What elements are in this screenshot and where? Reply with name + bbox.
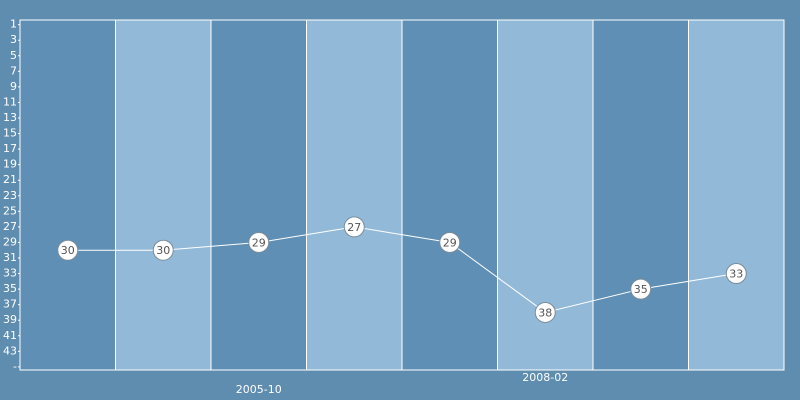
point — [248, 231, 270, 253]
y-tick-label: 7 — [10, 64, 17, 77]
y-tick-label: 3 — [10, 33, 17, 46]
point-label: 29 — [252, 236, 266, 249]
y-tick-label: 29 — [3, 235, 17, 248]
y-tick-label: 19 — [3, 158, 17, 171]
y-tick-label: 17 — [3, 142, 17, 155]
y-tick-label: 37 — [3, 298, 17, 311]
y-tick-label: 15 — [3, 127, 17, 140]
point-label: 35 — [634, 283, 648, 296]
point-label: 27 — [347, 221, 361, 234]
column-band — [592, 19, 689, 371]
column-band — [688, 19, 785, 371]
point — [152, 239, 174, 261]
y-tick-label: 1 — [10, 18, 17, 31]
y-tick-label: 27 — [3, 220, 17, 233]
y-tick-label: 13 — [3, 111, 17, 124]
point — [439, 231, 461, 253]
point-label: 30 — [156, 244, 170, 257]
column-band — [115, 19, 212, 371]
y-tick-label: 31 — [3, 251, 17, 264]
y-tick-label: 33 — [3, 267, 17, 280]
point — [534, 301, 556, 323]
column-band — [401, 19, 498, 371]
point-label: 29 — [443, 236, 457, 249]
y-tick-label: 9 — [10, 80, 17, 93]
column-band — [306, 19, 403, 371]
x-tick-label: 2008-02 — [522, 371, 568, 384]
y-tick-label: - — [13, 360, 17, 373]
point — [725, 263, 747, 285]
y-tick-label: 21 — [3, 173, 17, 186]
point — [57, 239, 79, 261]
point-label: 38 — [538, 306, 552, 319]
y-tick-label: 43 — [3, 344, 17, 357]
y-tick-label: 35 — [3, 282, 17, 295]
y-tick-label: 23 — [3, 189, 17, 202]
y-tick-label: 11 — [3, 95, 17, 108]
point-label: 30 — [61, 244, 75, 257]
point — [343, 216, 365, 238]
point — [630, 278, 652, 300]
line — [67, 226, 737, 313]
column-band — [19, 19, 116, 371]
point-label: 33 — [729, 268, 743, 281]
column-band — [210, 19, 307, 371]
y-tick-label: 5 — [10, 49, 17, 62]
x-tick-label: 2005-10 — [236, 383, 282, 396]
y-tick-label: 25 — [3, 204, 17, 217]
y-tick-label: 41 — [3, 329, 17, 342]
y-tick-label: 39 — [3, 313, 17, 326]
